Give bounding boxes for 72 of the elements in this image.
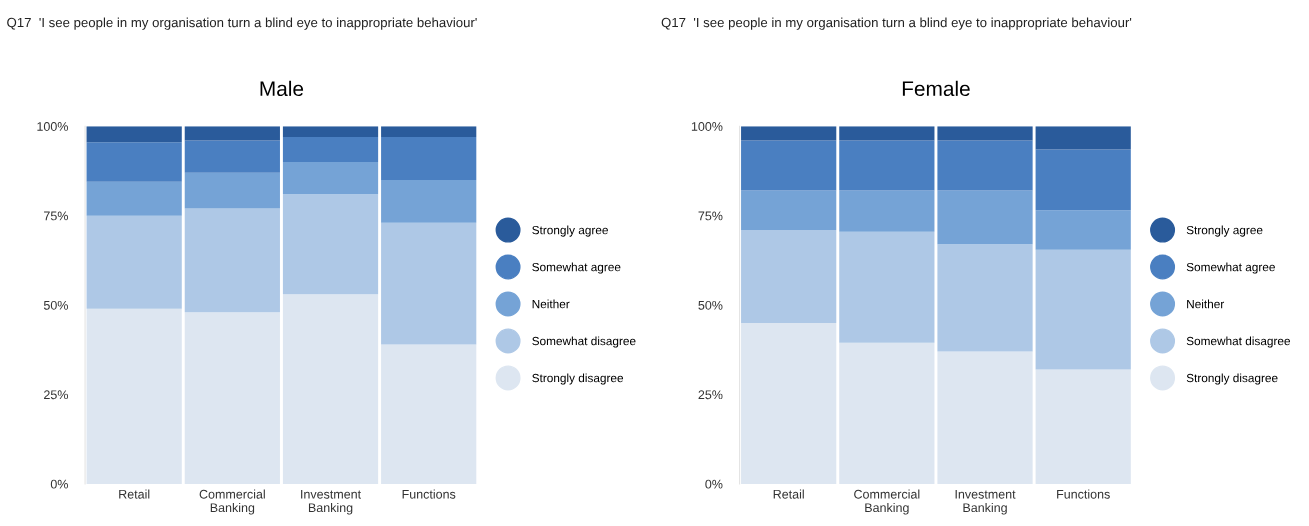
bar [86,215,182,309]
bar [839,190,935,232]
bar [741,190,837,230]
x-tick-label: Functions [402,489,456,499]
bar [937,190,1033,245]
x-tick-label: Functions [1057,489,1110,499]
legend-label: Neither [532,299,570,309]
y-tick-label: 100% [37,122,68,131]
bar [381,344,477,484]
legend-label: Somewhat disagree [532,336,636,348]
legend-label: Somewhat disagree [1186,336,1290,348]
x-tick-label: Investment Banking [955,489,1016,515]
bar [282,126,379,137]
bar [741,322,837,484]
chart-title: Q17 'I see people in my organisation turn a blind eye to inappropriate behaviour' [7,17,477,30]
y-tick-label: 100% [691,122,723,131]
bar [839,126,935,141]
bar [741,229,837,323]
legend-label: Strongly disagree [532,373,624,385]
bar [282,136,379,163]
bar [86,308,182,484]
bar [741,126,837,141]
bar [184,172,280,209]
legend-label: Strongly disagree [1186,373,1278,385]
y-tick-label: 50% [698,300,723,310]
bar [381,222,477,345]
bar [1035,126,1131,150]
bar [937,351,1033,484]
x-tick-label: Retail [119,489,150,499]
y-tick-label: 25% [698,390,723,400]
bar [184,208,280,313]
bar [282,194,379,295]
legend-label: Somewhat agree [1186,262,1275,274]
bar [381,179,477,223]
y-tick-label: 0% [705,479,723,489]
chart-title: Q17 'I see people in my organisation turn a blind eye to inappropriate behaviour' [661,17,1132,30]
chart-subtitle: Male [260,80,304,97]
bar [184,140,280,173]
bar [86,142,182,182]
legend-label: Strongly agree [1186,225,1263,237]
legend-label: Neither [1187,299,1225,309]
x-tick-label: Retail [773,489,804,499]
bar [282,294,379,484]
bar [839,342,935,484]
bar [184,312,280,484]
x-tick-label: Commercial Banking [199,489,265,515]
bar [1035,249,1131,370]
bar [1035,210,1131,250]
bar [1035,369,1131,484]
chart-subtitle: Female [902,80,970,97]
bar [282,162,379,195]
bar [937,126,1033,141]
x-tick-label: Investment Banking [301,489,361,515]
y-tick-label: 0% [50,479,68,489]
bar [381,126,477,137]
bar [839,231,935,343]
legend-label: Somewhat agree [532,262,621,274]
y-tick-label: 25% [44,390,68,400]
bar [86,181,182,216]
bar [184,126,280,141]
bar [86,126,182,143]
bar [839,140,935,191]
legend-label: Strongly agree [532,225,608,237]
bar [937,140,1033,191]
bar [741,140,837,191]
bar [937,244,1033,352]
y-tick-label: 50% [43,300,68,310]
y-tick-label: 75% [44,211,68,221]
bar [381,136,477,180]
y-tick-label: 75% [698,211,723,221]
x-tick-label: Commercial Banking [854,489,920,515]
bar [1035,149,1131,211]
